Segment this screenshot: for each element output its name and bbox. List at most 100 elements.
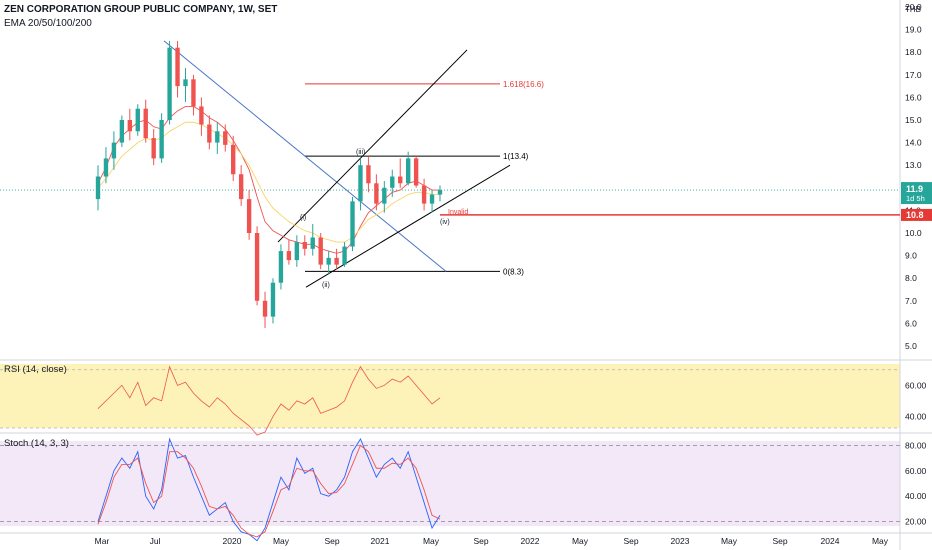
candle-body [358, 165, 363, 202]
rsi-tick-label: 60.00 [905, 380, 927, 390]
candle-body [254, 233, 260, 301]
stoch-tick-label: 20.00 [905, 517, 927, 527]
price-tick-label: 17.0 [905, 70, 922, 80]
price-tick-label: 18.0 [905, 47, 922, 57]
wave-label: (i) [300, 214, 306, 221]
candle-body [421, 185, 427, 204]
candle-body [246, 199, 252, 233]
candle-body [429, 194, 435, 204]
candle-body [294, 242, 300, 261]
time-tick-label: May [721, 536, 738, 546]
candle-body [119, 120, 125, 143]
price-tick-label: 7.0 [905, 296, 917, 306]
candle-body [326, 257, 331, 265]
candle-body [111, 142, 117, 159]
candle-body [405, 158, 411, 184]
candle-body [238, 174, 244, 200]
candle-body [103, 158, 109, 177]
candle-body [366, 165, 371, 184]
stoch-label: Stoch (14, 3, 3) [4, 438, 69, 449]
stoch-tick-label: 60.00 [905, 466, 927, 476]
stoch-tick-label: 40.00 [905, 491, 927, 501]
rsi-line [97, 365, 441, 436]
candle-body [262, 300, 268, 317]
candle-body [159, 120, 164, 159]
wave-label: (iv) [440, 219, 450, 226]
stoch-d-line [97, 444, 441, 538]
candle-body [278, 251, 284, 283]
channel-lower-line [305, 164, 511, 288]
candle-body [231, 144, 236, 175]
price-tick-label: 15.0 [905, 115, 922, 125]
candle-body [95, 176, 101, 200]
time-tick-label: 2020 [223, 536, 242, 546]
stoch-band [0, 441, 900, 526]
candle-body [302, 242, 307, 249]
price-tick-label: 6.0 [905, 318, 917, 328]
rsi-label: RSI (14, close) [4, 364, 67, 375]
wave-label: (iii) [356, 149, 365, 156]
ema-line [97, 105, 440, 254]
downtrend-line [163, 40, 447, 272]
candle-body [398, 176, 403, 184]
price-tick-label: 8.0 [905, 273, 917, 283]
current-price-tag [901, 182, 932, 205]
candle-body [374, 183, 379, 204]
time-tick-label: 2024 [821, 536, 840, 546]
level-tag-value: 10.8 [906, 210, 924, 220]
fib-level-label: 1(13.4) [503, 152, 529, 161]
candle-body [215, 131, 220, 143]
candle-body [350, 201, 355, 247]
candle-body [342, 246, 347, 265]
rsi-tick-label: 40.00 [905, 411, 927, 421]
stoch-tick-label: 80.00 [905, 440, 927, 450]
time-tick-label: May [572, 536, 589, 546]
price-tick-label: 14.0 [905, 138, 922, 148]
candle-body [413, 158, 419, 186]
candle-body [270, 282, 276, 317]
fib-level-label: 1.618(16.6) [503, 80, 544, 89]
candle-body [183, 79, 188, 87]
candle-body [199, 106, 204, 125]
rsi-band [0, 364, 900, 428]
time-tick-label: 2021 [371, 536, 390, 546]
time-tick-label: Mar [95, 536, 110, 546]
candle-body [334, 257, 339, 265]
invalid-label: Invalid [448, 209, 468, 216]
candle-body [286, 251, 292, 261]
candle-body [382, 187, 387, 204]
candle-body [127, 120, 133, 132]
price-tick-label: 19.0 [905, 25, 922, 35]
indicator-label: EMA 20/50/100/200 [4, 18, 92, 29]
candle-body [191, 79, 196, 107]
price-tick-label: 20.0 [905, 2, 922, 12]
wave-label: (ii) [322, 282, 330, 289]
candle-body [143, 108, 148, 139]
candle-body [223, 131, 228, 145]
time-tick-label: May [423, 536, 440, 546]
candle-body [167, 47, 172, 120]
price-tick-label: 13.0 [905, 160, 922, 170]
time-tick-label: Sep [772, 536, 787, 546]
candle-body [437, 190, 443, 195]
price-tick-label: 5.0 [905, 341, 917, 351]
price-tick-label: 9.0 [905, 251, 917, 261]
candle-body [135, 108, 140, 132]
stoch-k-line [97, 437, 441, 542]
candle-body [207, 124, 212, 143]
time-tick-label: May [872, 536, 889, 546]
candle-body [175, 47, 180, 87]
countdown-label: 1d 5h [906, 194, 925, 203]
candle-body [318, 237, 323, 265]
level-tag [901, 208, 932, 221]
fib-level-label: 0(8.3) [503, 267, 524, 276]
current-price-value: 11.9 [906, 184, 923, 194]
time-tick-label: Sep [473, 536, 488, 546]
time-tick-label: Sep [324, 536, 339, 546]
currency-label: THB [905, 5, 921, 14]
time-tick-label: 2023 [671, 536, 690, 546]
candle-body [151, 138, 156, 159]
candle-body [310, 237, 315, 249]
